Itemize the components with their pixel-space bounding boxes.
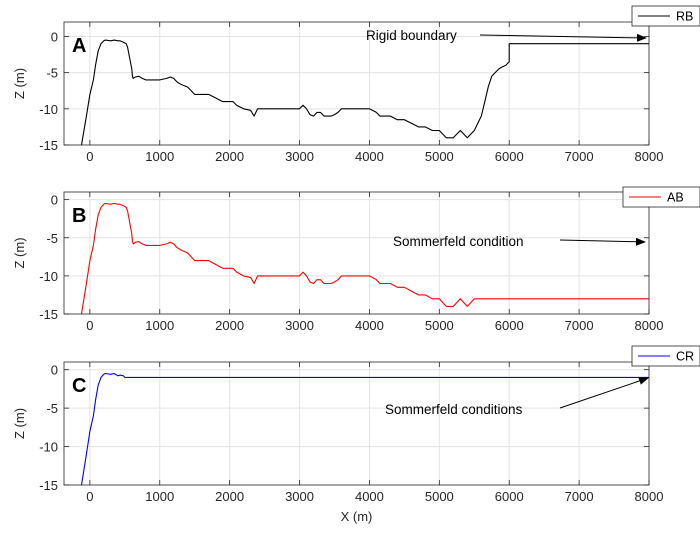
- series-line: [80, 202, 649, 315]
- y-tick-label: -5: [46, 231, 58, 246]
- y-tick-label: -5: [46, 401, 58, 416]
- y-tick-label: -15: [39, 307, 58, 322]
- annotation-arrow: [479, 33, 647, 42]
- y-tick-label: 0: [51, 193, 58, 208]
- x-tick-label: 2000: [215, 489, 244, 504]
- x-tick-label: 7000: [565, 489, 594, 504]
- x-tick-label: 4000: [355, 489, 384, 504]
- x-tick-label: 3000: [285, 318, 314, 333]
- legend-label: CR: [676, 350, 694, 364]
- x-tick-label: 8000: [635, 149, 664, 164]
- panel-a: 0 1000 2000 3000 4000 5000 6000 7000 8000 0 -5 -10 -…: [12, 5, 700, 164]
- y-tick-label: -10: [39, 440, 58, 455]
- x-tick-label: 0: [86, 149, 93, 164]
- legend: AB: [622, 186, 700, 208]
- x-tick-label: 2000: [215, 318, 244, 333]
- y-tick-label: -10: [39, 269, 58, 284]
- y-tick-label: -5: [46, 66, 58, 81]
- y-tick-label: -15: [39, 478, 58, 493]
- x-tick-label: 5000: [425, 149, 454, 164]
- panel-label: A: [72, 35, 86, 57]
- y-axis-label: Z (m): [12, 237, 27, 268]
- series-line: [80, 372, 649, 486]
- annotation-text: Sommerfeld condition: [393, 234, 524, 249]
- x-tick-label: 6000: [495, 489, 524, 504]
- x-tick-label: 2000: [215, 149, 244, 164]
- x-tick-label: 1000: [145, 149, 174, 164]
- annotation-arrow: [559, 377, 649, 409]
- axes-box: [63, 21, 650, 146]
- axes-box: [63, 361, 650, 486]
- y-tick-label: 0: [51, 29, 58, 44]
- axes-box: [63, 191, 650, 315]
- x-tick-label: 1000: [145, 318, 174, 333]
- x-tick-label: 7000: [565, 318, 594, 333]
- x-tick-label: 4000: [355, 318, 384, 333]
- x-tick-label: 7000: [565, 149, 594, 164]
- legend-label: RB: [676, 10, 693, 24]
- x-tick-label: 6000: [495, 149, 524, 164]
- y-tick-label: -15: [39, 138, 58, 153]
- y-axis-label: Z (m): [12, 408, 27, 439]
- x-tick-label: 4000: [355, 149, 384, 164]
- series-line: [80, 39, 649, 146]
- panel-label: C: [72, 375, 86, 397]
- panel-b: 0 1000 2000 3000 4000 5000 6000 7000 8000 0 -5 -10 -…: [12, 186, 700, 333]
- x-tick-label: 8000: [635, 318, 664, 333]
- annotation-text: Sommerfeld conditions: [385, 402, 523, 417]
- y-axis-label: Z (m): [12, 68, 27, 99]
- legend: CR: [631, 345, 700, 367]
- x-axis-label: X (m): [341, 509, 373, 524]
- legend-label: AB: [667, 191, 684, 205]
- x-tick-label: 6000: [495, 318, 524, 333]
- x-tick-label: 0: [86, 489, 93, 504]
- legend-box: [622, 186, 700, 208]
- x-tick-label: 3000: [285, 149, 314, 164]
- x-tick-label: 8000: [635, 489, 664, 504]
- x-tick-label: 3000: [285, 489, 314, 504]
- x-tick-label: 5000: [425, 318, 454, 333]
- panel-label: B: [72, 205, 86, 227]
- y-tick-label: 0: [51, 363, 58, 378]
- x-tick-label: 0: [86, 318, 93, 333]
- legend: RB: [631, 5, 700, 27]
- x-tick-label: 5000: [425, 489, 454, 504]
- annotation-text: Rigid boundary: [366, 28, 457, 43]
- annotation-arrow: [559, 237, 646, 246]
- y-tick-label: -10: [39, 102, 58, 117]
- x-tick-label: 1000: [145, 489, 174, 504]
- panel-c: 0 1000 2000 3000 4000 5000 6000 7000 8000 0 -5 -10 -…: [12, 345, 700, 524]
